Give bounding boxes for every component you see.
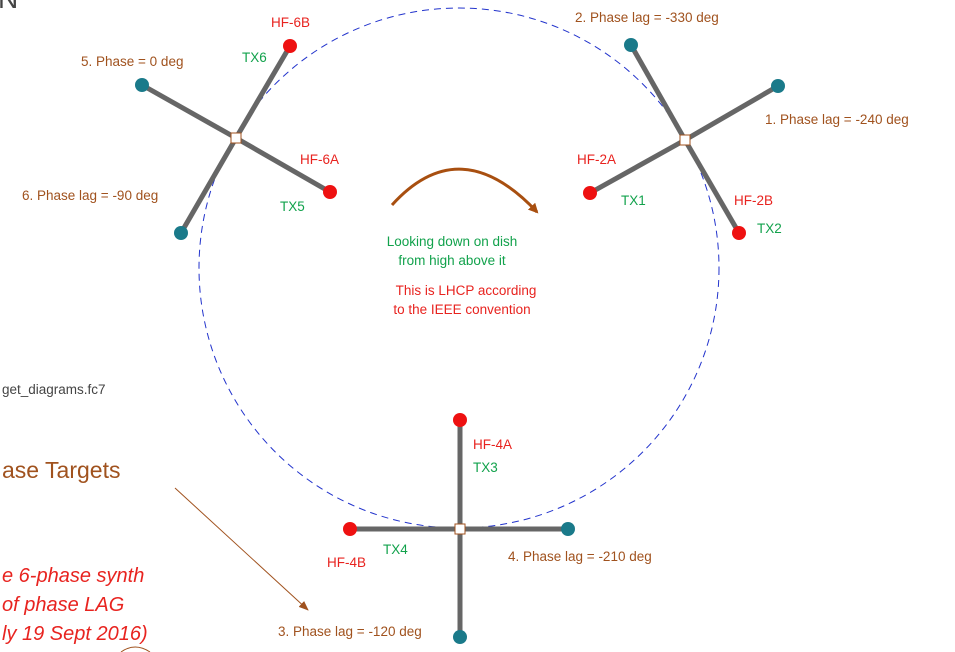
red-dot-hf4a xyxy=(453,413,467,427)
label-tx4: TX4 xyxy=(383,542,408,557)
center-text-line-2: from high above it xyxy=(398,253,506,268)
label-hf2a: HF-2A xyxy=(577,152,616,167)
center-text-line-1: Looking down on dish xyxy=(387,234,518,249)
teal-dot-1 xyxy=(771,79,785,93)
label-tx3: TX3 xyxy=(473,460,498,475)
note-line-2: of phase LAG xyxy=(2,594,124,616)
red-dot-hf4b xyxy=(343,522,357,536)
cross-hub-6 xyxy=(230,132,242,144)
note-line-3: ly 19 Sept 2016) xyxy=(2,623,148,645)
cross-hub-2 xyxy=(679,134,691,146)
label-hf6b: HF-6B xyxy=(271,15,310,30)
signature-squiggle xyxy=(120,646,151,652)
label-tx1: TX1 xyxy=(621,193,646,208)
cross-hf2 xyxy=(583,38,785,240)
cross-hf6 xyxy=(135,39,337,240)
cross-hub-4 xyxy=(454,523,466,535)
cross-hf4 xyxy=(343,413,575,644)
note-line-1: e 6-phase synth xyxy=(2,565,144,587)
phase-label-2: 2. Phase lag = -330 deg xyxy=(575,10,719,25)
label-hf4a: HF-4A xyxy=(473,437,512,452)
phase-label-1: 1. Phase lag = -240 deg xyxy=(765,112,909,127)
label-tx6: TX6 xyxy=(242,50,267,65)
label-hf4b: HF-4B xyxy=(327,555,366,570)
teal-dot-2 xyxy=(624,38,638,52)
teal-dot-4 xyxy=(561,522,575,536)
title-fragment: ase Targets xyxy=(2,457,120,483)
center-text-line-3: This is LHCP according xyxy=(396,283,537,298)
red-dot-hf2a xyxy=(583,186,597,200)
label-tx2: TX2 xyxy=(757,221,782,236)
phase-label-6: 6. Phase lag = -90 deg xyxy=(22,188,158,203)
file-label: get_diagrams.fc7 xyxy=(2,382,106,397)
teal-dot-5 xyxy=(135,78,149,92)
center-text-line-4: to the IEEE convention xyxy=(393,302,530,317)
label-hf6a: HF-6A xyxy=(300,152,339,167)
teal-dot-6 xyxy=(174,226,188,240)
phase-label-4: 4. Phase lag = -210 deg xyxy=(508,549,652,564)
label-hf2b: HF-2B xyxy=(734,193,773,208)
rotation-arrow xyxy=(390,167,539,214)
corner-fragment: N xyxy=(0,0,18,14)
phase-label-5: 5. Phase = 0 deg xyxy=(81,54,183,69)
label-tx5: TX5 xyxy=(280,199,305,214)
title-pointer-arrow xyxy=(174,487,309,611)
phase-label-3: 3. Phase lag = -120 deg xyxy=(278,624,422,639)
red-dot-hf6b xyxy=(283,39,297,53)
red-dot-hf2b xyxy=(732,226,746,240)
teal-dot-3 xyxy=(453,630,467,644)
red-dot-hf6a xyxy=(323,185,337,199)
